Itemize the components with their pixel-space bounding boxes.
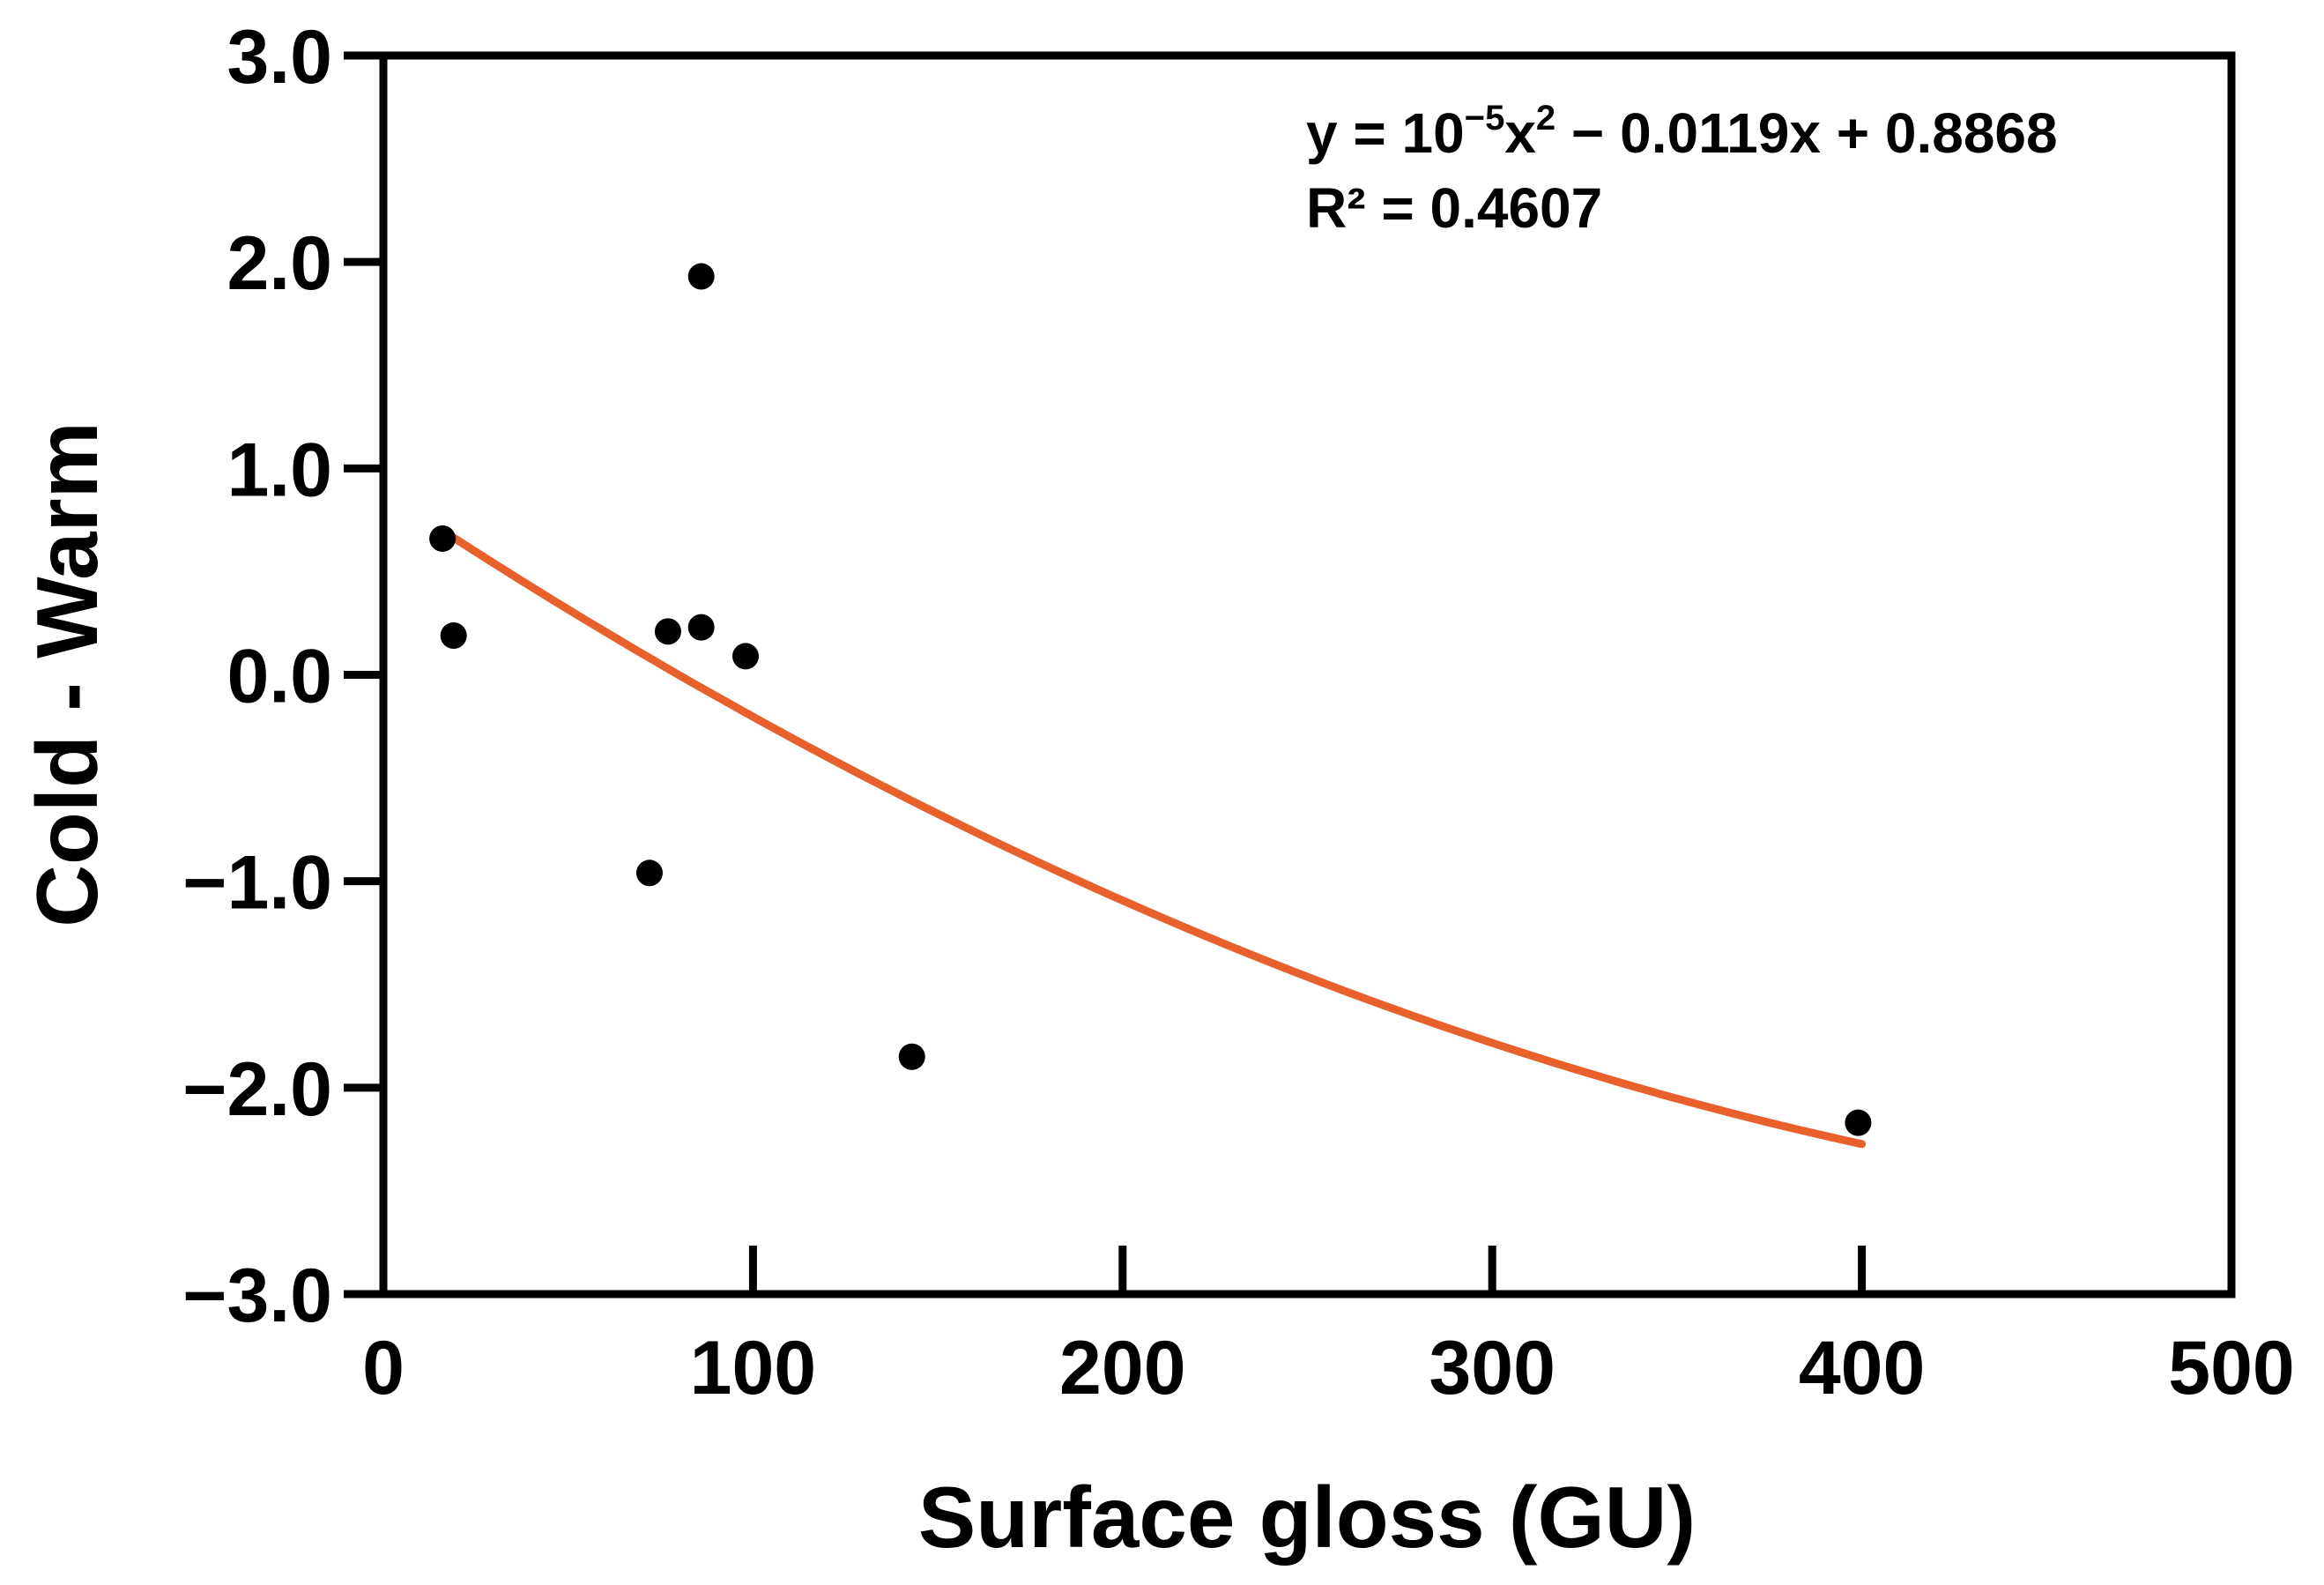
data-point	[1845, 1109, 1872, 1136]
data-point	[687, 614, 715, 641]
plot-frame	[379, 51, 2236, 1299]
x-tick-label: 0	[362, 1326, 405, 1410]
x-axis-ticks: 0 100 200 300 400 500	[362, 1246, 2295, 1410]
fit-curve	[442, 529, 1867, 1149]
data-point	[635, 859, 663, 887]
data-point	[687, 263, 715, 290]
x-axis-title: Surface gloss (GU)	[918, 1469, 1696, 1566]
y-tick-label: 3.0	[226, 15, 332, 100]
r-squared-label: R² = 0.4607	[1306, 176, 1602, 240]
y-tick-label: −1.0	[182, 841, 332, 926]
x-tick-label: 300	[1429, 1326, 1556, 1410]
x-tick-label: 400	[1799, 1326, 1926, 1410]
y-tick-label: 0.0	[226, 635, 332, 719]
y-axis-title: Cold - Warm	[19, 421, 115, 926]
x-tick-label: 100	[690, 1326, 817, 1410]
fit-curve-layer	[442, 529, 1867, 1149]
x-tick-label: 200	[1059, 1326, 1186, 1410]
y-tick-label: −3.0	[182, 1254, 332, 1338]
y-tick-label: 2.0	[226, 221, 332, 306]
x-tick-label: 500	[2168, 1326, 2295, 1410]
data-point	[429, 525, 457, 552]
y-tick-label: −2.0	[182, 1047, 332, 1132]
data-point	[440, 622, 467, 650]
data-point	[732, 643, 760, 670]
y-tick-label: 1.0	[226, 428, 332, 512]
equation-label: y = 10−5x2 − 0.0119x + 0.8868	[1306, 99, 2058, 165]
data-point	[654, 618, 681, 645]
y-axis-ticks: 3.0 2.0 1.0 0.0 −1.0 −2.0 −3.0	[182, 15, 383, 1338]
data-points-layer	[429, 263, 1872, 1136]
data-point	[898, 1043, 925, 1070]
